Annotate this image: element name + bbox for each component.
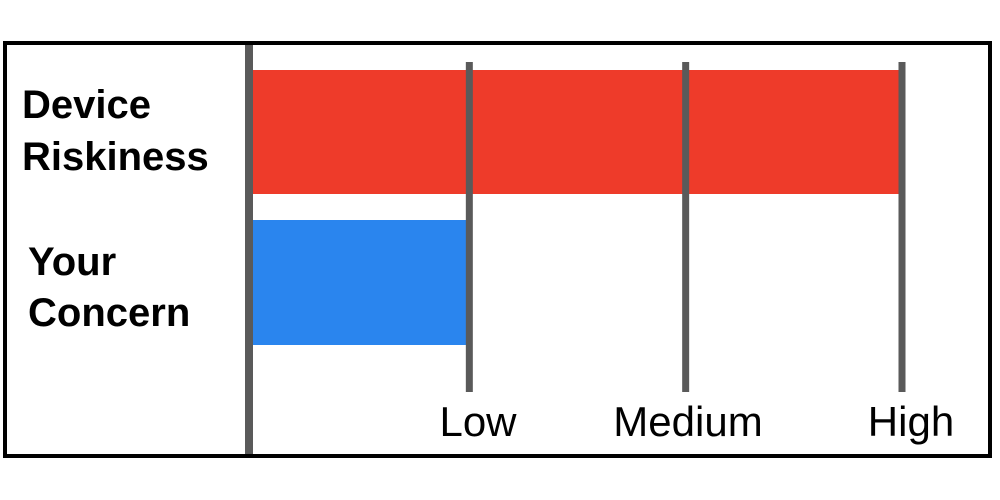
tick-label-1: Medium xyxy=(613,398,762,445)
bar-0 xyxy=(253,70,902,194)
ticks-layer: Low Medium High xyxy=(439,398,954,445)
category-label-0-line-1: Riskiness xyxy=(22,135,209,179)
bars-layer xyxy=(253,70,902,345)
category-label-0-line-0: Device xyxy=(22,83,151,127)
bar-1 xyxy=(253,220,470,345)
category-label-1-line-1: Concern xyxy=(28,291,190,335)
labels-layer: Device Riskiness Your Concern xyxy=(22,83,209,335)
category-label-1-line-0: Your xyxy=(28,240,116,284)
tick-label-0: Low xyxy=(439,398,517,445)
tick-label-2: High xyxy=(868,398,954,445)
grid-layer xyxy=(465,62,906,392)
